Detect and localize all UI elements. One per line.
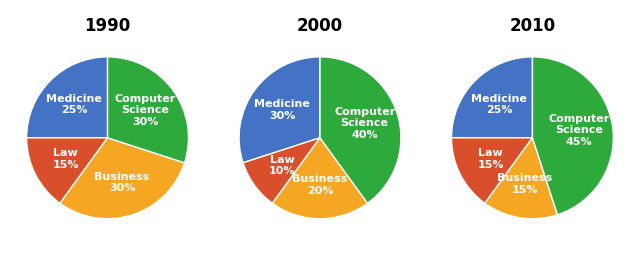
Wedge shape bbox=[451, 57, 532, 138]
Text: Business
20%: Business 20% bbox=[292, 174, 348, 196]
Text: Business
15%: Business 15% bbox=[497, 173, 553, 195]
Wedge shape bbox=[108, 57, 189, 163]
Wedge shape bbox=[532, 57, 613, 215]
Wedge shape bbox=[273, 138, 367, 219]
Text: Medicine
30%: Medicine 30% bbox=[254, 99, 310, 121]
Wedge shape bbox=[320, 57, 401, 203]
Text: Computer
Science
30%: Computer Science 30% bbox=[115, 94, 176, 127]
Text: Computer
Science
40%: Computer Science 40% bbox=[334, 107, 396, 140]
Text: Computer
Science
45%: Computer Science 45% bbox=[548, 114, 609, 147]
Title: 2000: 2000 bbox=[297, 17, 343, 35]
Text: Medicine
25%: Medicine 25% bbox=[471, 94, 527, 115]
Text: Medicine
25%: Medicine 25% bbox=[47, 94, 102, 115]
Wedge shape bbox=[243, 138, 320, 203]
Wedge shape bbox=[239, 57, 320, 163]
Title: 2010: 2010 bbox=[509, 17, 556, 35]
Wedge shape bbox=[60, 138, 184, 219]
Text: Business
30%: Business 30% bbox=[95, 172, 150, 193]
Text: Law
10%: Law 10% bbox=[269, 155, 295, 176]
Wedge shape bbox=[27, 57, 108, 138]
Wedge shape bbox=[485, 138, 557, 219]
Title: 1990: 1990 bbox=[84, 17, 131, 35]
Wedge shape bbox=[451, 138, 532, 203]
Text: Law
15%: Law 15% bbox=[52, 148, 79, 170]
Text: Law
15%: Law 15% bbox=[477, 148, 504, 170]
Wedge shape bbox=[27, 138, 108, 203]
